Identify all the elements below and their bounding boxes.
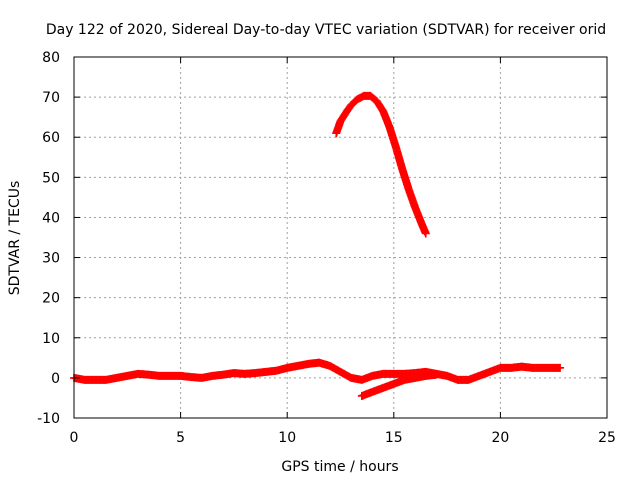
x-tick-label: 10	[278, 430, 296, 446]
y-tick-label: 80	[42, 50, 60, 66]
grid	[74, 57, 607, 418]
y-tick-label: 10	[42, 331, 60, 347]
y-tick-label: -10	[37, 411, 60, 427]
data-point	[556, 363, 565, 372]
x-tick-label: 20	[491, 430, 509, 446]
y-axis-label: SDTVAR / TECUs	[7, 181, 23, 296]
y-tick-label: 20	[42, 291, 60, 307]
x-tick-label: 15	[385, 430, 403, 446]
chart-title: Day 122 of 2020, Sidereal Day-to-day VTE…	[46, 22, 606, 38]
plot-frame	[73, 56, 608, 419]
data-point	[421, 229, 430, 238]
x-tick-label: 5	[176, 430, 185, 446]
data-point	[432, 370, 441, 379]
series-low-track	[70, 358, 565, 384]
y-tick-label: 60	[42, 130, 60, 146]
y-tick-label: 50	[42, 170, 60, 186]
y-tick-label: 30	[42, 251, 60, 267]
x-axis-label: GPS time / hours	[281, 459, 398, 475]
y-tick-label: 70	[42, 90, 60, 106]
data-series	[70, 91, 565, 400]
y-tick-label: 0	[51, 371, 60, 387]
x-tick-label: 25	[598, 430, 616, 446]
series-high-arc	[332, 91, 430, 238]
axis-ticks: 0 5 10 15 20 25 -10 0 10 20 30 40 50 60 70 80	[37, 50, 616, 446]
y-tick-label: 40	[42, 210, 60, 226]
x-tick-label: 0	[70, 430, 79, 446]
series-descending-arc	[357, 370, 441, 400]
